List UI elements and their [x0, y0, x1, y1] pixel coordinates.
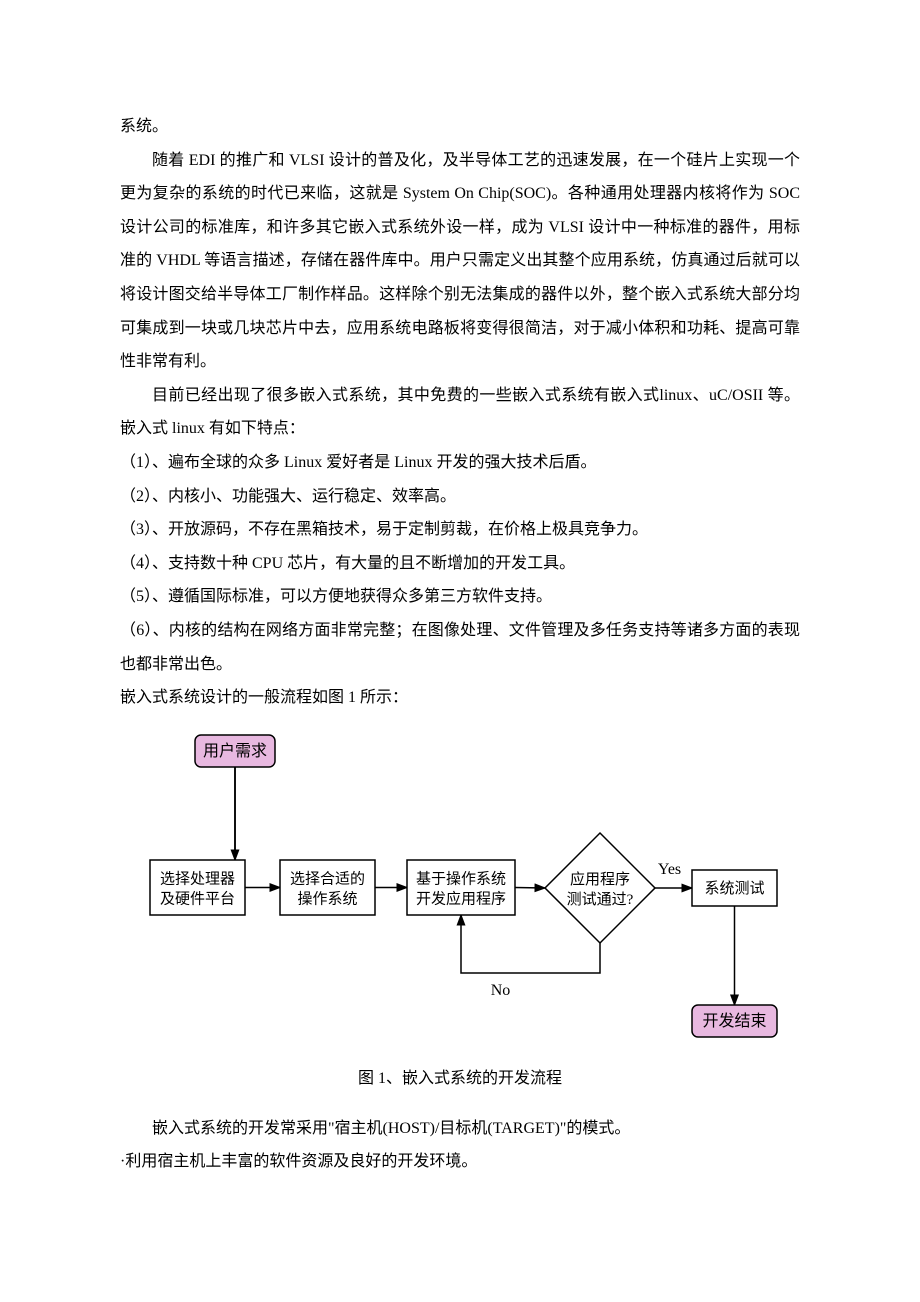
svg-text:用户需求: 用户需求	[203, 742, 267, 760]
paragraph-4: 嵌入式系统的开发常采用"宿主机(HOST)/目标机(TARGET)"的模式。	[120, 1112, 800, 1146]
list-item-1: （1）、遍布全球的众多 Linux 爱好者是 Linux 开发的强大技术后盾。	[120, 446, 800, 480]
svg-text:应用程序: 应用程序	[570, 870, 630, 888]
list-item-5: （5）、遵循国际标准，可以方便地获得众多第三方软件支持。	[120, 580, 800, 614]
paragraph-3: 嵌入式系统设计的一般流程如图 1 所示：	[120, 681, 800, 715]
svg-text:选择合适的: 选择合适的	[290, 870, 365, 887]
svg-text:选择处理器: 选择处理器	[160, 870, 235, 887]
flowchart-figure: Yes No 用户需求选择处理器及硬件平台 选择合适的操作系统 基于操作系统开发应用程序…	[130, 725, 800, 1058]
paragraph-1: 随着 EDI 的推广和 VLSI 设计的普及化，及半导体工艺的迅速发展，在一个硅…	[120, 144, 800, 379]
list-item-3: （3）、开放源码，不存在黑箱技术，易于定制剪裁，在价格上极具竞争力。	[120, 513, 800, 547]
paragraph-5: ·利用宿主机上丰富的软件资源及良好的开发环境。	[120, 1145, 800, 1179]
document-page: 系统。 随着 EDI 的推广和 VLSI 设计的普及化，及半导体工艺的迅速发展，…	[0, 0, 920, 1239]
svg-text:测试通过?: 测试通过?	[567, 891, 634, 908]
svg-text:开发应用程序: 开发应用程序	[416, 889, 506, 907]
paragraph-2: 目前已经出现了很多嵌入式系统，其中免费的一些嵌入式系统有嵌入式linux、uC/…	[120, 379, 800, 446]
svg-text:基于操作系统: 基于操作系统	[416, 870, 506, 887]
paragraph-cont: 系统。	[120, 110, 800, 144]
svg-text:及硬件平台: 及硬件平台	[160, 890, 235, 907]
flowchart-svg: Yes No 用户需求选择处理器及硬件平台 选择合适的操作系统 基于操作系统开发应用程序…	[130, 725, 800, 1045]
figure-caption: 图 1、嵌入式系统的开发流程	[120, 1062, 800, 1096]
svg-text:操作系统: 操作系统	[297, 890, 357, 907]
svg-text:开发结束: 开发结束	[702, 1012, 766, 1030]
svg-text:Yes: Yes	[658, 861, 681, 878]
list-item-4: （4）、支持数十种 CPU 芯片，有大量的且不断增加的开发工具。	[120, 547, 800, 581]
svg-text:系统测试: 系统测试	[704, 880, 764, 897]
list-item-2: （2）、内核小、功能强大、运行稳定、效率高。	[120, 480, 800, 514]
svg-text:No: No	[491, 982, 511, 999]
list-item-6: （6）、内核的结构在网络方面非常完整；在图像处理、文件管理及多任务支持等诸多方面…	[120, 614, 800, 681]
